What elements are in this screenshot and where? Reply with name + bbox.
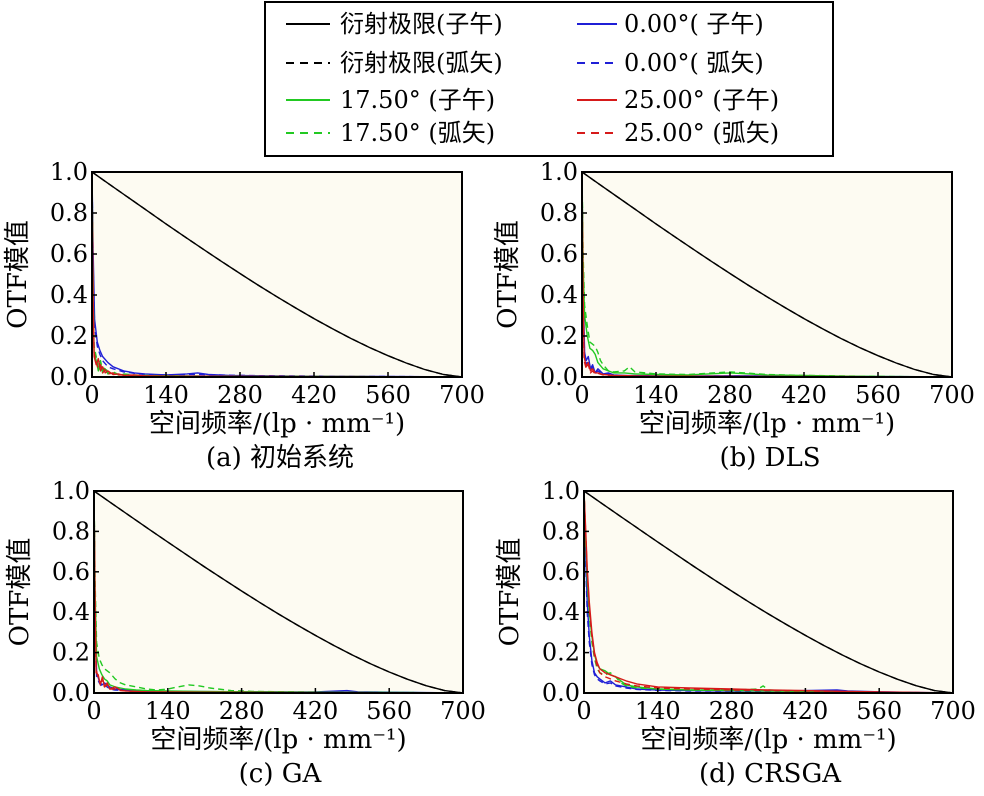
y-tick-label: 1.0: [52, 477, 90, 505]
y-tick-label: 0.2: [542, 639, 580, 667]
y-tick-label: 1.0: [542, 477, 580, 505]
x-tick-label: 560: [365, 381, 411, 409]
x-tick-label: 420: [782, 697, 828, 725]
y-tick-label: 0.4: [52, 598, 90, 626]
legend-label: 衍射极限(弧矢): [340, 49, 503, 77]
x-tick-label: 140: [143, 381, 189, 409]
series-line: [91, 171, 463, 378]
x-tick-label: 280: [217, 381, 263, 409]
panel-caption: (c) GA: [239, 759, 323, 789]
legend-label: 25.00° (子午): [624, 86, 779, 114]
y-tick-label: 0.0: [50, 363, 88, 391]
series-line: [583, 490, 954, 694]
x-tick-label: 560: [366, 697, 412, 725]
series-line: [583, 490, 954, 694]
plot-frame: [91, 171, 463, 378]
y-tick-label: 0.8: [542, 517, 580, 545]
legend-label: 17.50° (子午): [340, 86, 495, 114]
series-line: [93, 490, 464, 694]
legend-label: 0.00°( 弧矢): [624, 49, 764, 77]
chart-panel: 0 140 280 420 560 700 0.0 0.2 0.4 0.6 0.8 1.0 OTF模值空…: [495, 477, 976, 789]
legend: 衍射极限(子午) 0.00°( 子午) 衍射极限(弧矢) 0.00°( 弧矢) 17.5…: [264, 1, 834, 157]
chart-panel: 0 140 280 420 560 700 0.0 0.2 0.4 0.6 0.8 1.0 OTF模值空…: [493, 158, 975, 473]
series-line: [93, 490, 464, 694]
x-tick-label: 0: [84, 381, 99, 409]
x-axis-label: 空间频率/(lp · mm⁻¹): [150, 725, 406, 755]
chart-panel: 0 140 280 420 560 700 0.0 0.2 0.4 0.6 0.8 1.0 OTF模值空…: [5, 477, 486, 789]
series-line: [581, 171, 953, 378]
plot-frame: [93, 490, 464, 694]
y-tick-label: 0.2: [540, 322, 578, 350]
x-tick-label: 700: [439, 381, 485, 409]
legend-label: 25.00° (弧矢): [624, 119, 779, 147]
x-tick-label: 140: [635, 697, 681, 725]
panel-caption: (b) DLS: [719, 443, 820, 473]
y-tick-label: 0.6: [542, 558, 580, 586]
legend-box: [264, 1, 834, 157]
y-tick-label: 0.8: [52, 517, 90, 545]
x-tick-label: 420: [291, 381, 337, 409]
plot-area: [92, 172, 462, 377]
y-tick-label: 1.0: [540, 158, 578, 186]
y-axis-label: OTF模值: [495, 538, 525, 647]
plot-frame: [581, 171, 953, 378]
panels: 0 140 280 420 560 7000.00.20.40.60.81.0OTF模值空…: [3, 158, 976, 789]
x-tick-label: 700: [440, 697, 486, 725]
x-tick-label: 0: [86, 697, 101, 725]
series-line: [581, 171, 953, 378]
y-tick-label: 0.4: [50, 281, 88, 309]
y-tick-label: 0.8: [540, 199, 578, 227]
plot-area: [94, 491, 463, 693]
series-line: [91, 171, 463, 378]
x-tick-label: 0: [574, 381, 589, 409]
x-tick-label: 280: [707, 381, 753, 409]
y-tick-label: 0.6: [540, 240, 578, 268]
y-axis-label: OTF模值: [3, 220, 33, 329]
x-tick-label: 420: [292, 697, 338, 725]
x-tick-label: 140: [633, 381, 679, 409]
x-axis-label: 空间频率/(lp · mm⁻¹): [639, 409, 895, 439]
chart-panel: 0 140 280 420 560 700 0.0 0.2 0.4 0.6 0.8 1.0 OTF模值空…: [3, 158, 485, 473]
y-tick-label: 0.8: [50, 199, 88, 227]
y-tick-label: 0.6: [52, 558, 90, 586]
legend-label: 17.50° (弧矢): [340, 119, 495, 147]
y-tick-label: 0.4: [540, 281, 578, 309]
panel-caption: (a) 初始系统: [206, 443, 354, 473]
legend-label: 衍射极限(子午): [340, 10, 503, 38]
series-line: [581, 171, 953, 378]
y-axis-label: OTF模值: [493, 220, 523, 329]
plot-frame: [583, 490, 954, 694]
y-tick-label: 0.0: [542, 679, 580, 707]
plot-area: [584, 491, 953, 693]
legend-label: 0.00°( 子午): [624, 10, 764, 38]
x-tick-label: 420: [781, 381, 827, 409]
y-tick-label: 0.2: [50, 322, 88, 350]
y-tick-label: 0.6: [50, 240, 88, 268]
y-tick-label: 0.2: [52, 639, 90, 667]
y-tick-label: 1.0: [50, 158, 88, 186]
x-tick-label: 140: [145, 697, 191, 725]
x-tick-label: 0: [576, 697, 591, 725]
y-tick-label: 0.0: [540, 363, 578, 391]
x-axis-label: 空间频率/(lp · mm⁻¹): [640, 725, 896, 755]
series-line: [93, 490, 464, 694]
x-axis-label: 空间频率/(lp · mm⁻¹): [149, 409, 405, 439]
x-tick-label: 280: [219, 697, 265, 725]
y-axis-label: OTF模值: [5, 538, 35, 647]
series-line: [583, 490, 954, 694]
x-tick-label: 700: [930, 697, 976, 725]
x-tick-label: 560: [855, 381, 901, 409]
x-tick-label: 560: [856, 697, 902, 725]
x-tick-label: 280: [709, 697, 755, 725]
plot-area: [582, 172, 952, 377]
x-tick-label: 700: [929, 381, 975, 409]
series-line: [583, 490, 954, 694]
y-tick-label: 0.4: [542, 598, 580, 626]
panel-caption: (d) CRSGA: [699, 759, 842, 789]
y-tick-label: 0.0: [52, 679, 90, 707]
